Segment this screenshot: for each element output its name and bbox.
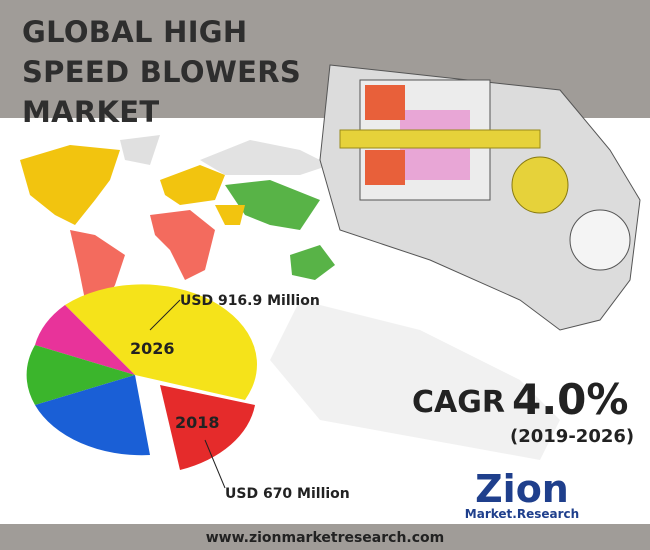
illustration: USD 916.9 Million 2026 2018 USD 670 Mill… (20, 64, 641, 521)
upper-value: USD 916.9 Million (180, 293, 320, 309)
title: GLOBAL HIGH SPEED BLOWERS MARKET (22, 15, 302, 129)
footer-band (0, 524, 650, 550)
lower-value: USD 670 Million (225, 486, 350, 502)
logo-tagline: Market.Research (465, 507, 579, 521)
upper-year: 2026 (130, 339, 175, 358)
cagr-value: 4.0% (512, 375, 628, 424)
logo-name: Zion (475, 467, 569, 511)
world-map (20, 135, 335, 320)
blower-illustration (270, 64, 641, 460)
footer-url: www.zionmarketresearch.com (205, 530, 445, 546)
lower-year: 2018 (175, 413, 220, 432)
cagr-label: CAGR (412, 385, 505, 420)
cagr-period: (2019-2026) (510, 426, 634, 447)
pie-illustration (26, 284, 257, 489)
